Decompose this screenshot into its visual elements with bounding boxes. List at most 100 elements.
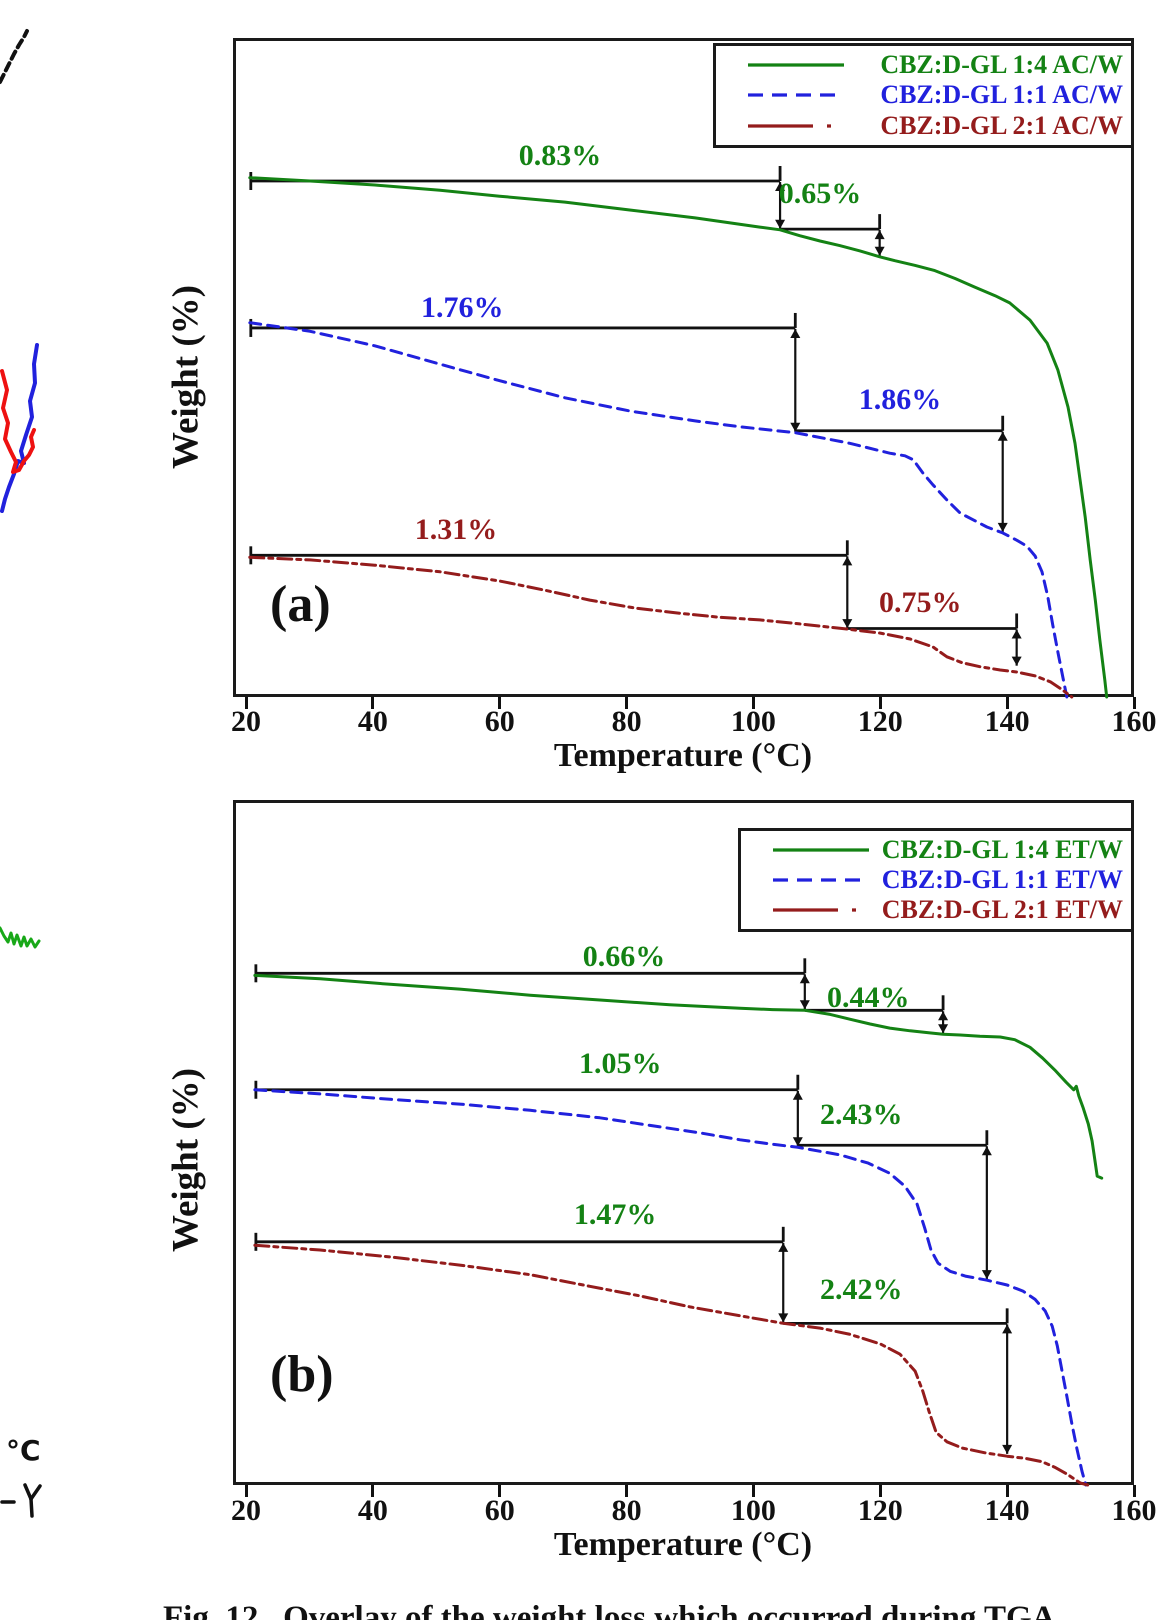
x-tick-label: 100 xyxy=(730,1494,776,1527)
x-tick-label: 140 xyxy=(984,1494,1030,1527)
x-tick-label: 140 xyxy=(984,705,1030,738)
panel-letter-b: (b) xyxy=(270,1346,334,1403)
annotation-label: 2.42% xyxy=(820,1272,903,1306)
red-squiggle-fragment xyxy=(0,369,36,474)
annotation-label: 1.47% xyxy=(573,1198,657,1232)
x-tick xyxy=(1132,697,1136,709)
fragment-degree-c-label: °C xyxy=(6,1434,41,1467)
panel-letter-a: (a) xyxy=(270,576,331,633)
x-tick-label: 120 xyxy=(857,705,903,738)
x-tick xyxy=(244,697,248,709)
x-tick-label: 80 xyxy=(611,1494,642,1527)
plot-area-b xyxy=(233,800,1134,1487)
annotation-marker xyxy=(249,166,786,229)
x-axis-label-a: Temperature (°C) xyxy=(553,737,813,774)
legend-label: CBZ:D-GL 1:1 ET/W xyxy=(881,865,1123,894)
series-curve-cbz-d-gl-1-4-ac-w xyxy=(248,176,1109,699)
annotation-label: 0.65% xyxy=(778,177,862,211)
x-tick-label: 40 xyxy=(357,705,388,738)
legend-b: CBZ:D-GL 1:4 ET/W CBZ:D-GL 1:1 ET/W CBZ:D-… xyxy=(738,828,1134,932)
annotation-marker xyxy=(254,1226,789,1323)
legend-a: CBZ:D-GL 1:4 AC/W CBZ:D-GL 1:1 AC/W CBZ:D-… xyxy=(713,43,1134,148)
x-tick-label: 40 xyxy=(357,1494,388,1527)
series-curve-cbz-d-gl-2-1-ac-w xyxy=(248,555,1074,699)
x-tick xyxy=(1005,1485,1009,1497)
series-curve-cbz-d-gl-2-1-et-w xyxy=(253,1243,1090,1487)
annotation-marker xyxy=(780,214,885,256)
x-tick xyxy=(371,697,375,709)
annotation-marker xyxy=(847,613,1022,666)
annotation-label: 0.66% xyxy=(582,939,666,973)
legend-label: CBZ:D-GL 2:1 AC/W xyxy=(880,110,1123,140)
legend-line-sample xyxy=(773,848,869,852)
legend-line-sample xyxy=(773,908,869,912)
legend-label: CBZ:D-GL 2:1 ET/W xyxy=(881,895,1123,924)
legend-entry: CBZ:D-GL 1:1 ET/W xyxy=(771,865,1123,895)
annotation-marker xyxy=(254,958,810,1010)
plot-border xyxy=(233,38,1134,697)
x-tick xyxy=(498,697,502,709)
annotation-marker xyxy=(804,995,949,1034)
x-tick xyxy=(625,697,629,709)
legend-line-sample xyxy=(748,93,844,98)
plot-area-a xyxy=(233,38,1134,699)
x-tick-label: 100 xyxy=(730,705,776,738)
annotation-marker xyxy=(797,1130,992,1280)
x-tick xyxy=(625,1485,629,1497)
y-axis-label-a: Weight (%) xyxy=(165,285,207,469)
annotation-label: 1.31% xyxy=(414,513,498,547)
y-axis-label-b: Weight (%) xyxy=(165,1068,207,1252)
annotation-marker xyxy=(783,1308,1013,1454)
x-tick xyxy=(751,1485,755,1497)
x-tick xyxy=(878,697,882,709)
x-tick xyxy=(751,697,755,709)
annotation-marker xyxy=(249,312,801,432)
x-tick-label: 120 xyxy=(857,1494,903,1527)
legend-entry: CBZ:D-GL 2:1 ET/W xyxy=(771,895,1123,925)
series-curve-cbz-d-gl-1-1-et-w xyxy=(253,1088,1088,1487)
legend-label: CBZ:D-GL 1:1 AC/W xyxy=(880,80,1123,110)
black-curve-fragment xyxy=(0,29,29,84)
annotation-marker xyxy=(795,415,1008,532)
x-tick-label: 80 xyxy=(611,705,642,738)
x-tick-label: 20 xyxy=(231,705,261,738)
plot-border xyxy=(233,800,1134,1485)
x-tick-label: 160 xyxy=(1111,705,1157,738)
axis-glyph-fragment xyxy=(23,1483,33,1501)
x-tick xyxy=(244,1485,248,1497)
axis-glyph-fragment xyxy=(29,1484,42,1501)
annotation-label: 1.86% xyxy=(858,382,942,416)
annotation-label: 0.75% xyxy=(879,585,962,619)
legend-entry: CBZ:D-GL 1:1 AC/W xyxy=(746,80,1123,110)
annotation-label: 0.44% xyxy=(826,980,910,1014)
figure-caption-clipped: Fig. 12 Overlay of the weight loss which… xyxy=(0,1596,1173,1620)
x-tick xyxy=(1005,697,1009,709)
legend-label: CBZ:D-GL 1:4 ET/W xyxy=(881,835,1123,864)
figure-caption: Fig. 12 Overlay of the weight loss which… xyxy=(163,1600,1056,1620)
x-tick-label: 60 xyxy=(484,1494,515,1527)
annotation-marker xyxy=(249,540,853,629)
legend-label: CBZ:D-GL 1:4 AC/W xyxy=(880,50,1123,80)
series-curve-cbz-d-gl-1-1-ac-w xyxy=(248,321,1069,699)
annotation-label: 1.05% xyxy=(578,1046,662,1080)
legend-entry: CBZ:D-GL 1:4 ET/W xyxy=(771,835,1123,865)
green-squiggle-fragment xyxy=(0,926,41,949)
series-curve-cbz-d-gl-1-4-et-w xyxy=(253,973,1104,1180)
legend-line-sample xyxy=(773,878,869,882)
annotation-label: 1.76% xyxy=(421,291,504,325)
x-axis-label-b: Temperature (°C) xyxy=(553,1526,813,1563)
x-tick xyxy=(878,1485,882,1497)
x-tick xyxy=(1132,1485,1136,1497)
legend-line-sample xyxy=(748,63,844,67)
x-tick xyxy=(498,1485,502,1497)
x-tick xyxy=(371,1485,375,1497)
legend-line-sample xyxy=(748,124,844,128)
x-tick-label: 20 xyxy=(231,1494,261,1527)
legend-entry: CBZ:D-GL 1:4 AC/W xyxy=(746,50,1123,80)
x-tick-label: 60 xyxy=(484,705,515,738)
axis-glyph-fragment xyxy=(29,1497,34,1518)
legend-entry: CBZ:D-GL 2:1 AC/W xyxy=(746,111,1123,141)
annotation-label: 0.83% xyxy=(518,138,602,172)
